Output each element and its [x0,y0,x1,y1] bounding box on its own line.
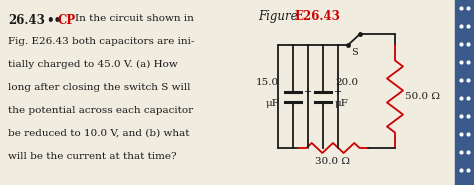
Text: Fig. E26.43 both capacitors are ini-: Fig. E26.43 both capacitors are ini- [8,37,194,46]
Text: E26.43: E26.43 [294,10,340,23]
Text: will be the current at that time?: will be the current at that time? [8,152,177,161]
Text: CP: CP [58,14,76,27]
Text: 30.0 Ω: 30.0 Ω [316,157,350,166]
Text: μF: μF [335,98,349,107]
Text: μF: μF [265,98,279,107]
Text: ••: •• [46,14,61,27]
Text: In the circuit shown in: In the circuit shown in [75,14,194,23]
Text: long after closing the switch S will: long after closing the switch S will [8,83,191,92]
Text: the potential across each capacitor: the potential across each capacitor [8,106,193,115]
Text: 20.0: 20.0 [335,78,358,87]
Text: 15.0: 15.0 [256,78,279,87]
Text: +: + [303,87,311,97]
Text: 50.0 Ω: 50.0 Ω [405,92,440,101]
Text: tially charged to 45.0 V. (a) How: tially charged to 45.0 V. (a) How [8,60,178,69]
Text: Figure: Figure [258,10,298,23]
Text: be reduced to 10.0 V, and (b) what: be reduced to 10.0 V, and (b) what [8,129,190,138]
Text: 26.43: 26.43 [8,14,45,27]
Bar [455,0,474,185]
Text: S: S [352,48,358,57]
Text: +: + [333,87,341,97]
